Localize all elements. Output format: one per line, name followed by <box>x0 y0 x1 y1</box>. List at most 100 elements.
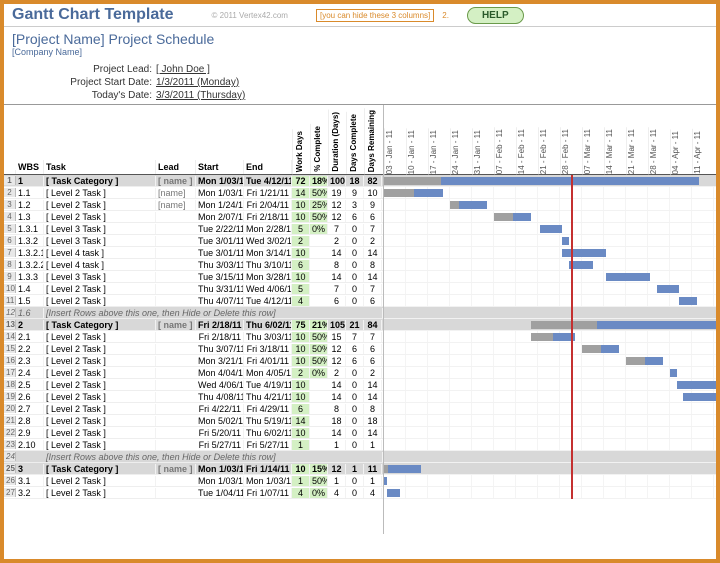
gantt-row <box>384 199 716 211</box>
table-row[interactable]: 6 1.3.2 [ Level 3 Task ] Tue 3/01/11 Wed… <box>4 235 383 247</box>
gantt-bar[interactable] <box>677 381 716 389</box>
gantt-bar[interactable] <box>679 297 698 305</box>
table-row[interactable]: 4 1.3 [ Level 2 Task ] Mon 2/07/11 Fri 2… <box>4 211 383 223</box>
gantt-bar-complete <box>384 189 414 197</box>
gantt-row <box>384 235 716 247</box>
gantt-bar[interactable] <box>606 273 650 281</box>
gantt-bar-complete <box>531 321 597 329</box>
gantt-row <box>384 475 716 487</box>
task-table-pane: WBS Task Lead Start End Work Days % Comp… <box>4 105 384 534</box>
project-lead-value[interactable]: [ John Doe ] <box>156 64 210 75</box>
app-title: Gantt Chart Template <box>12 6 174 24</box>
gantt-row <box>384 379 716 391</box>
table-row[interactable]: 17 2.4 [ Level 2 Task ] Mon 4/04/11 Mon … <box>4 367 383 379</box>
table-row[interactable]: 26 3.1 [ Level 2 Task ] Mon 1/03/11 Mon … <box>4 475 383 487</box>
col-start[interactable]: Start <box>196 160 244 174</box>
gantt-bar-complete <box>626 357 645 365</box>
table-row[interactable]: 7 1.3.2.1 [ Level 4 task ] Tue 3/01/11 M… <box>4 247 383 259</box>
table-row[interactable]: 9 1.3.3 [ Level 3 Task ] Tue 3/15/11 Mon… <box>4 271 383 283</box>
table-row[interactable]: 2 1.1 [ Level 2 Task ] [name] Mon 1/03/1… <box>4 187 383 199</box>
gantt-row <box>384 451 716 463</box>
copyright-text: © 2011 Vertex42.com <box>212 11 288 20</box>
col-days-complete[interactable]: Days Complete <box>346 112 364 174</box>
col-end[interactable]: End <box>244 160 292 174</box>
gantt-row <box>384 175 716 187</box>
table-row[interactable]: 121.6[Insert Rows above this one, then H… <box>4 307 383 319</box>
gantt-row <box>384 223 716 235</box>
table-row[interactable]: 21 2.8 [ Level 2 Task ] Mon 5/02/11 Thu … <box>4 415 383 427</box>
col-lead[interactable]: Lead <box>156 160 196 174</box>
note-number: 2. <box>442 11 449 20</box>
gantt-bar[interactable] <box>384 477 387 485</box>
table-row[interactable]: 3 1.2 [ Level 2 Task ] [name] Mon 1/24/1… <box>4 199 383 211</box>
table-row[interactable]: 22 2.9 [ Level 2 Task ] Fri 5/20/11 Thu … <box>4 427 383 439</box>
start-date-value[interactable]: 1/3/2011 (Monday) <box>156 77 239 88</box>
table-row[interactable]: 8 1.3.2.2 [ Level 4 task ] Thu 3/03/11 T… <box>4 259 383 271</box>
table-row[interactable]: 5 1.3.1 [ Level 3 Task ] Tue 2/22/11 Mon… <box>4 223 383 235</box>
project-lead-label: Project Lead: <box>12 64 152 75</box>
col-days-remaining[interactable]: Days Remaining <box>364 108 382 174</box>
gantt-row <box>384 343 716 355</box>
date-header: 31 - Jan - 11 <box>472 128 494 174</box>
gantt-bar[interactable] <box>384 465 421 473</box>
gantt-row <box>384 307 716 319</box>
help-button[interactable]: HELP <box>467 7 524 24</box>
table-row[interactable]: 15 2.2 [ Level 2 Task ] Thu 3/07/11 Fri … <box>4 343 383 355</box>
table-row[interactable]: 18 2.5 [ Level 2 Task ] Wed 4/06/11 Tue … <box>4 379 383 391</box>
table-row[interactable]: 10 1.4 [ Level 2 Task ] Thu 3/31/11 Wed … <box>4 283 383 295</box>
date-header: 14 - Mar - 11 <box>604 127 626 174</box>
gantt-bar[interactable] <box>683 393 716 401</box>
date-header: 03 - Jan - 11 <box>384 128 406 174</box>
col-work-days[interactable]: Work Days <box>292 129 310 174</box>
table-row[interactable]: 24[Insert Rows above this one, then Hide… <box>4 451 383 463</box>
gantt-bar[interactable] <box>670 369 677 377</box>
gantt-bar[interactable] <box>387 489 400 497</box>
gantt-row <box>384 367 716 379</box>
gantt-row <box>384 487 716 499</box>
table-row[interactable]: 16 2.3 [ Level 2 Task ] Mon 3/21/11 Fri … <box>4 355 383 367</box>
gantt-bar-complete <box>582 345 601 353</box>
company-name: [Company Name] <box>4 47 716 61</box>
gantt-row <box>384 439 716 451</box>
col-wbs[interactable]: WBS <box>16 160 44 174</box>
start-date-label: Project Start Date: <box>12 77 152 88</box>
today-date-value[interactable]: 3/3/2011 (Thursday) <box>156 90 245 101</box>
table-row[interactable]: 19 2.6 [ Level 2 Task ] Thu 4/08/11 Thu … <box>4 391 383 403</box>
gantt-row <box>384 211 716 223</box>
gantt-pane: ◄ ► 03 - Jan - 1110 - Jan - 1117 - Jan -… <box>384 105 716 534</box>
gantt-row <box>384 283 716 295</box>
table-row[interactable]: 23 2.10 [ Level 2 Task ] Fri 5/27/11 Fri… <box>4 439 383 451</box>
gantt-row <box>384 463 716 475</box>
gantt-row <box>384 331 716 343</box>
table-row[interactable]: 20 2.7 [ Level 2 Task ] Fri 4/22/11 Fri … <box>4 403 383 415</box>
date-header: 21 - Mar - 11 <box>626 127 648 174</box>
date-header: 28 - Feb - 11 <box>560 127 582 174</box>
gantt-bar[interactable] <box>562 237 569 245</box>
table-row[interactable]: 11 1.5 [ Level 2 Task ] Thu 4/07/11 Tue … <box>4 295 383 307</box>
gantt-row <box>384 247 716 259</box>
col-pct-complete[interactable]: % Complete <box>310 124 328 174</box>
gantt-row <box>384 295 716 307</box>
table-row[interactable]: 27 3.2 [ Level 2 Task ] Tue 1/04/11 Fri … <box>4 487 383 499</box>
today-line <box>571 175 573 499</box>
gantt-bar-complete <box>384 177 441 185</box>
date-header: 07 - Mar - 11 <box>582 127 604 174</box>
gantt-bar-complete <box>450 201 459 209</box>
gantt-bar-complete <box>494 213 513 221</box>
table-row[interactable]: 14 2.1 [ Level 2 Task ] Fri 2/18/11 Thu … <box>4 331 383 343</box>
col-task[interactable]: Task <box>44 160 156 174</box>
table-row[interactable]: 1 1 [ Task Category ] [ name ] Mon 1/03/… <box>4 175 383 187</box>
table-row[interactable]: 13 2 [ Task Category ] [ name ] Fri 2/18… <box>4 319 383 331</box>
gantt-bar[interactable] <box>562 249 606 257</box>
date-header: 24 - Jan - 11 <box>450 128 472 174</box>
gantt-row <box>384 427 716 439</box>
date-header: 21 - Feb - 11 <box>538 127 560 174</box>
today-date-label: Today's Date: <box>12 90 152 101</box>
gantt-bar-complete <box>531 333 553 341</box>
gantt-row <box>384 271 716 283</box>
table-row[interactable]: 25 3 [ Task Category ] [ name ] Mon 1/03… <box>4 463 383 475</box>
gantt-bar[interactable] <box>540 225 562 233</box>
col-duration[interactable]: Duration (Days) <box>328 110 346 174</box>
gantt-bar[interactable] <box>657 285 679 293</box>
gantt-row <box>384 355 716 367</box>
